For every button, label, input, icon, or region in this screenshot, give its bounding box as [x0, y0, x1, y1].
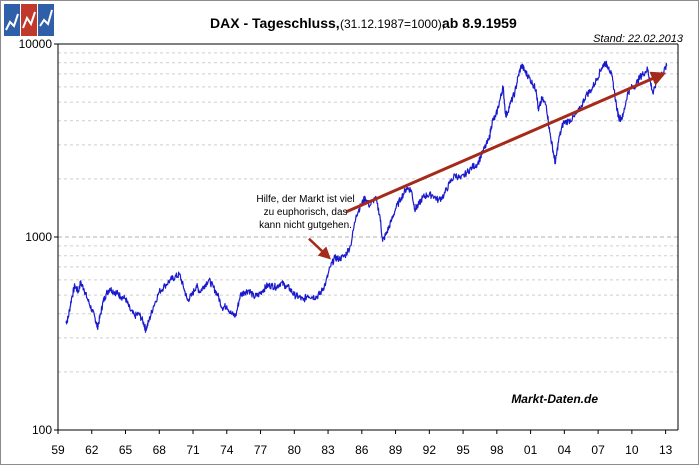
x-tick-label: 92: [423, 443, 437, 457]
annotation-line: zu euphorisch, das: [264, 207, 348, 218]
y-tick-label: 1000: [25, 230, 52, 244]
annotation-line: kann nicht gutgehen.: [259, 220, 352, 231]
x-tick-label: 77: [254, 443, 268, 457]
annotation-line: Hilfe, der Markt ist viel: [256, 194, 354, 205]
chart-title-tail: ab 8.9.1959: [442, 15, 517, 31]
x-tick-label: 74: [220, 443, 234, 457]
y-tick-label: 100: [32, 423, 52, 437]
market-logo-icon: [4, 4, 54, 36]
x-tick-label: 13: [659, 443, 673, 457]
plot-area: 10000 1000 100 59 62 65 68 71 74 77 80 83 86 89 92 95 98…: [19, 37, 679, 457]
x-tick-label: 89: [389, 443, 403, 457]
x-tick-label: 86: [355, 443, 369, 457]
x-tick-label: 71: [186, 443, 200, 457]
trend-arrow: [345, 71, 667, 214]
stand-date: Stand: 22.02.2013: [593, 33, 684, 45]
chart-title-note: (31.12.1987=1000);: [340, 17, 445, 31]
chart-title-main: DAX - Tageschluss,: [210, 15, 340, 31]
y-tick-label: 10000: [19, 37, 53, 51]
x-tick-label: 10: [625, 443, 639, 457]
x-tick-label: 59: [51, 443, 65, 457]
x-tick-label: 65: [119, 443, 133, 457]
watermark: Markt-Daten.de: [511, 392, 598, 406]
x-tick-label: 62: [85, 443, 99, 457]
x-tick-label: 68: [153, 443, 167, 457]
x-tick-label: 04: [558, 443, 572, 457]
x-tick-label: 98: [490, 443, 504, 457]
x-tick-label: 83: [321, 443, 335, 457]
x-tick-label: 95: [456, 443, 470, 457]
annotation-arrow: [308, 237, 331, 260]
x-tick-label: 01: [524, 443, 538, 457]
x-tick-label: 07: [591, 443, 605, 457]
x-tick-label: 80: [288, 443, 302, 457]
